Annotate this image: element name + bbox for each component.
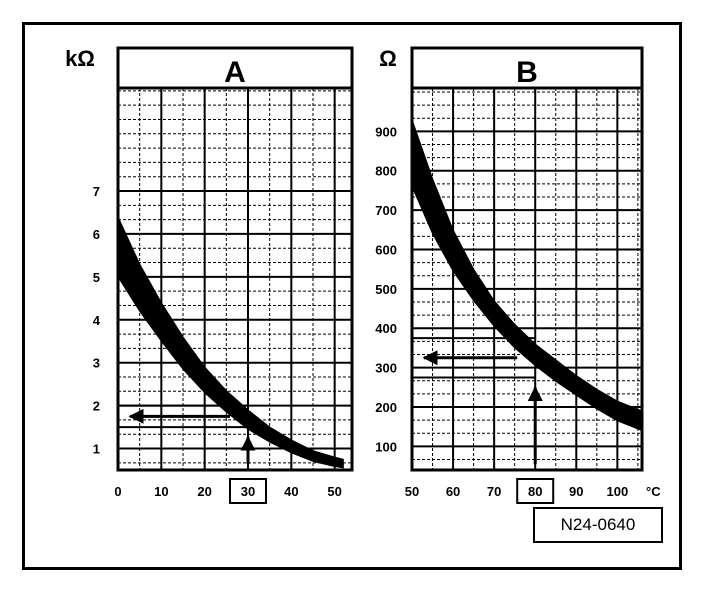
x-tick-label: 0 <box>114 484 121 499</box>
figure-reference-code: N24-0640 <box>533 507 663 543</box>
x-tick-label: 10 <box>154 484 168 499</box>
y-tick-label: 5 <box>93 270 100 285</box>
x-tick-label: 60 <box>446 484 460 499</box>
resistance-band <box>412 119 642 432</box>
y-tick-label: 6 <box>93 227 100 242</box>
x-tick-label: 100 <box>607 484 629 499</box>
figure-frame <box>22 22 682 570</box>
y-tick-label: 400 <box>375 321 397 336</box>
highlighted-tick-box <box>516 478 555 504</box>
panel-a-title: A <box>224 56 246 89</box>
x-unit-label: °C <box>646 484 661 499</box>
y-tick-label: 200 <box>375 400 397 415</box>
x-tick-label: 50 <box>405 484 419 499</box>
x-tick-label: 80 <box>528 484 542 499</box>
chart-panel-b: B 100 200 300 400 500 600 700 800 900 50 60 70 80 90 10… <box>375 46 661 504</box>
y-unit-label: kΩ <box>65 46 95 71</box>
y-tick-label: 900 <box>375 124 397 139</box>
y-tick-label: 500 <box>375 282 397 297</box>
y-tick-label: 3 <box>93 356 100 371</box>
y-tick-label: 600 <box>375 242 397 257</box>
panel-a-band-group <box>118 216 344 469</box>
resistance-band <box>118 216 344 469</box>
y-tick-label: 1 <box>93 442 100 457</box>
x-tick-label: 30 <box>241 484 255 499</box>
y-tick-label: 2 <box>93 399 100 414</box>
panel-b-title-box <box>410 46 644 90</box>
y-tick-label: 7 <box>93 184 100 199</box>
y-tick-label: 800 <box>375 164 397 179</box>
x-tick-label: 40 <box>284 484 298 499</box>
highlighted-tick-box <box>229 478 267 504</box>
chart-panel-a: A 1 2 3 4 5 6 7 0 10 20 30 40 50 kΩ <box>65 46 354 504</box>
x-tick-label: 20 <box>197 484 211 499</box>
panel-b-title: B <box>516 56 538 89</box>
y-tick-label: 4 <box>93 313 101 328</box>
x-tick-label: 50 <box>327 484 341 499</box>
x-tick-label: 70 <box>487 484 501 499</box>
y-tick-label: 100 <box>375 439 397 454</box>
y-unit-label: Ω <box>379 46 397 71</box>
y-tick-label: 300 <box>375 361 397 376</box>
panel-b-band-group <box>412 119 642 432</box>
y-tick-label: 700 <box>375 203 397 218</box>
x-tick-label: 90 <box>569 484 583 499</box>
